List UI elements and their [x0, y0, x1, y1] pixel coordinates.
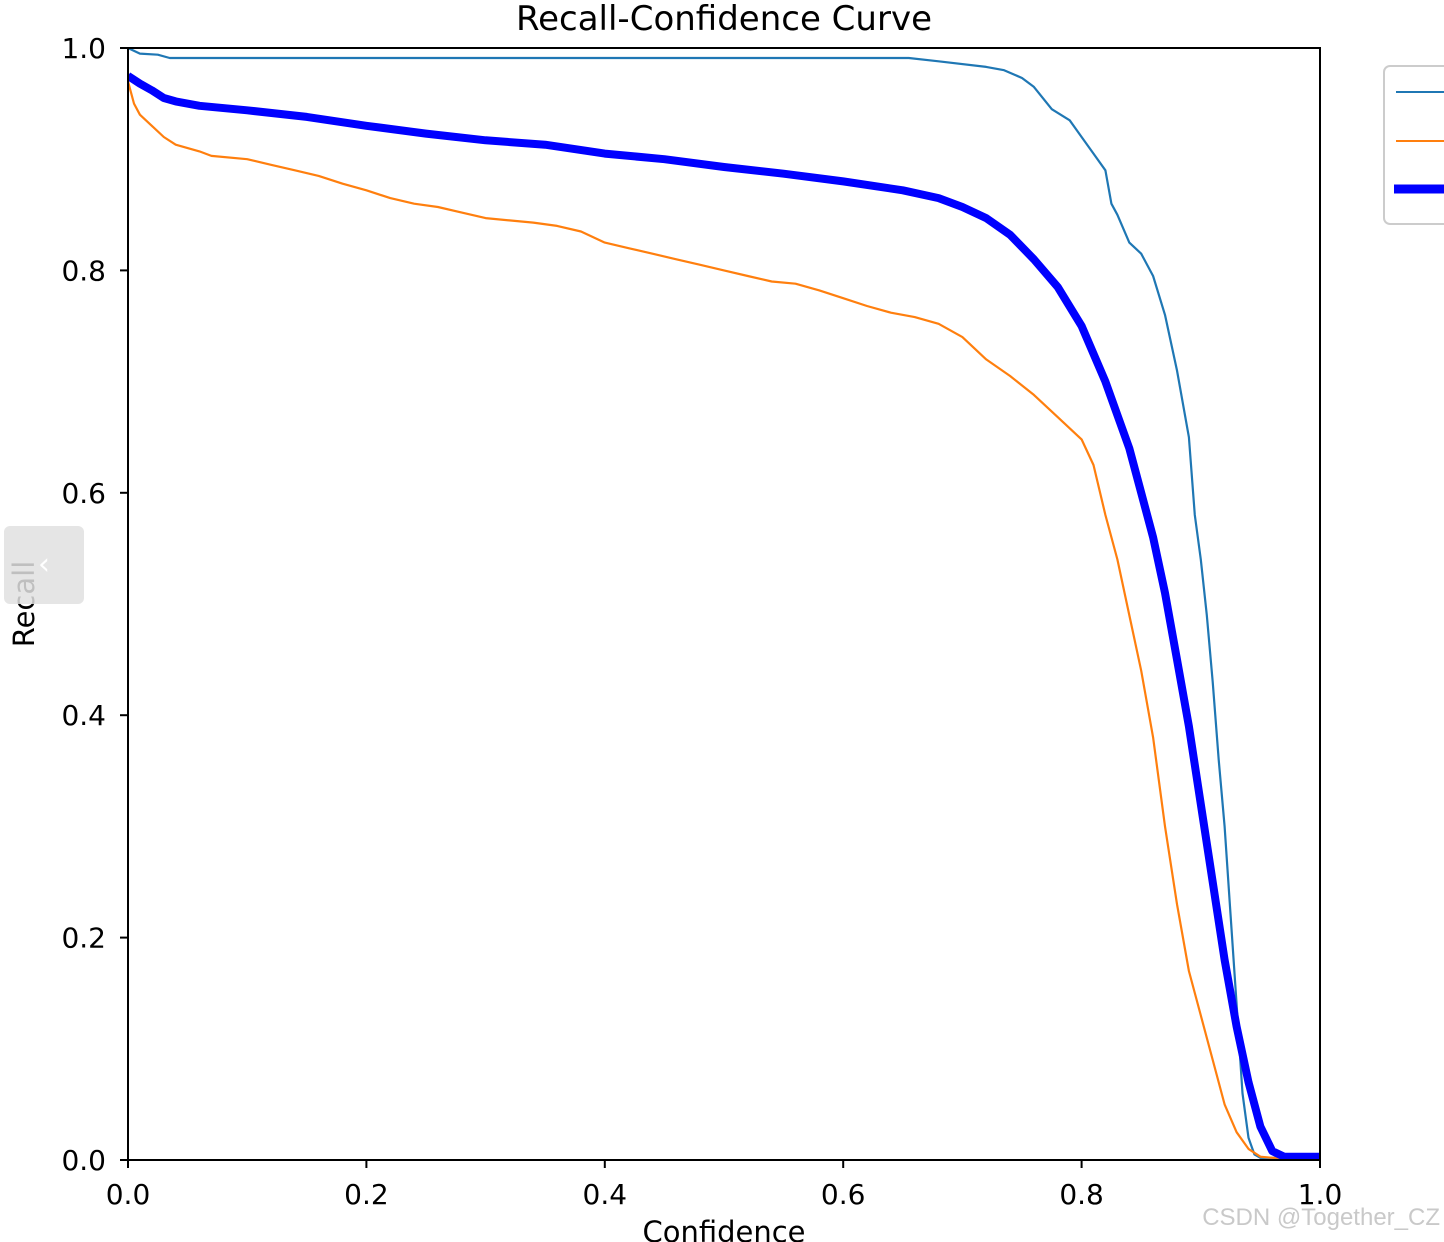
y-tick-label: 0.0: [61, 1144, 106, 1177]
series-line-2: [128, 81, 1320, 1159]
legend-frame: [1383, 65, 1444, 225]
x-axis-title: Confidence: [642, 1215, 805, 1242]
series-layer: [128, 48, 1320, 1160]
x-tick-label: 0.6: [821, 1178, 866, 1211]
series-line-1: [128, 48, 1320, 1159]
chart-title: Recall-Confidence Curve: [516, 0, 932, 39]
x-tick-label: 0.0: [106, 1178, 151, 1211]
y-tick-label: 0.6: [61, 477, 106, 510]
watermark: CSDN @Together_CZ: [1202, 1204, 1440, 1231]
x-tick-label: 0.2: [344, 1178, 389, 1211]
x-axis: 0.0 0.2 0.4 0.6 0.8 1.0: [106, 1160, 1343, 1211]
y-tick-label: 1.0: [61, 32, 106, 65]
y-tick-label: 0.4: [61, 699, 106, 732]
series-line-3: [128, 72, 1320, 1160]
y-axis: 0.0 0.2 0.4 0.6 0.8 1.0: [61, 32, 128, 1177]
chevron-left-icon: ‹: [38, 547, 50, 582]
y-tick-label: 0.8: [61, 254, 106, 287]
x-tick-label: 1.0: [1298, 1178, 1343, 1211]
x-tick-label: 0.4: [583, 1178, 628, 1211]
previous-image-button[interactable]: ‹: [4, 526, 84, 604]
y-tick-label: 0.2: [61, 922, 106, 955]
plot-frame: [127, 47, 1321, 1161]
x-tick-label: 0.8: [1059, 1178, 1104, 1211]
legend: [1383, 65, 1444, 225]
